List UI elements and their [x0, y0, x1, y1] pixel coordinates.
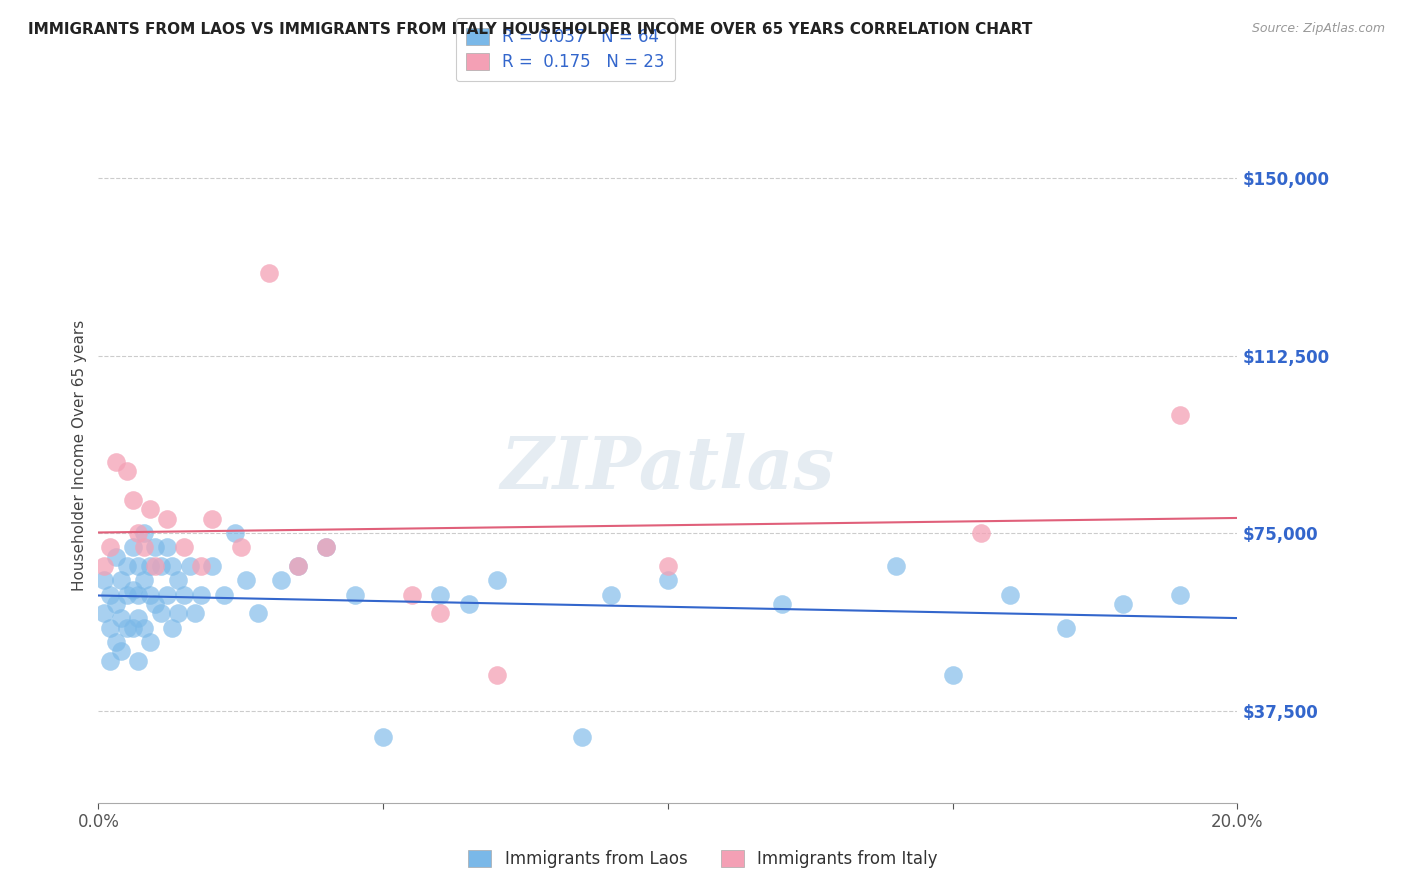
- Point: [998, 588, 1021, 602]
- Legend: R = 0.037   N = 64, R =  0.175   N = 23: R = 0.037 N = 64, R = 0.175 N = 23: [456, 18, 675, 81]
- Point: [571, 730, 593, 744]
- Text: IMMIGRANTS FROM LAOS VS IMMIGRANTS FROM ITALY HOUSEHOLDER INCOME OVER 65 YEARS C: IMMIGRANTS FROM LAOS VS IMMIGRANTS FROM …: [28, 22, 1032, 37]
- Point: [145, 597, 167, 611]
- Point: [104, 455, 127, 469]
- Point: [121, 621, 143, 635]
- Point: [127, 654, 149, 668]
- Point: [343, 588, 366, 602]
- Point: [315, 540, 337, 554]
- Point: [401, 588, 423, 602]
- Point: [884, 559, 907, 574]
- Point: [156, 588, 179, 602]
- Point: [173, 540, 195, 554]
- Point: [138, 559, 160, 574]
- Point: [201, 559, 224, 574]
- Point: [373, 730, 395, 744]
- Legend: Immigrants from Laos, Immigrants from Italy: Immigrants from Laos, Immigrants from It…: [461, 843, 945, 875]
- Point: [104, 549, 127, 564]
- Point: [104, 597, 127, 611]
- Point: [132, 540, 155, 554]
- Point: [150, 607, 173, 621]
- Point: [179, 559, 201, 574]
- Point: [486, 668, 509, 682]
- Point: [138, 635, 160, 649]
- Point: [132, 526, 155, 541]
- Point: [127, 559, 149, 574]
- Point: [1112, 597, 1135, 611]
- Point: [184, 607, 207, 621]
- Point: [457, 597, 479, 611]
- Point: [110, 644, 132, 658]
- Point: [98, 654, 121, 668]
- Point: [115, 588, 138, 602]
- Point: [315, 540, 337, 554]
- Point: [942, 668, 965, 682]
- Point: [259, 266, 281, 280]
- Point: [127, 526, 149, 541]
- Point: [287, 559, 309, 574]
- Point: [246, 607, 269, 621]
- Point: [1170, 408, 1192, 422]
- Text: Source: ZipAtlas.com: Source: ZipAtlas.com: [1251, 22, 1385, 36]
- Point: [600, 588, 623, 602]
- Point: [173, 588, 195, 602]
- Point: [657, 574, 679, 588]
- Point: [138, 502, 160, 516]
- Point: [98, 588, 121, 602]
- Point: [167, 574, 190, 588]
- Point: [156, 540, 179, 554]
- Point: [145, 559, 167, 574]
- Point: [127, 588, 149, 602]
- Point: [429, 588, 451, 602]
- Point: [486, 574, 509, 588]
- Point: [770, 597, 793, 611]
- Point: [132, 574, 155, 588]
- Point: [1170, 588, 1192, 602]
- Point: [115, 465, 138, 479]
- Point: [115, 621, 138, 635]
- Point: [110, 611, 132, 625]
- Point: [167, 607, 190, 621]
- Point: [162, 559, 184, 574]
- Point: [235, 574, 257, 588]
- Point: [104, 635, 127, 649]
- Point: [162, 621, 184, 635]
- Point: [150, 559, 173, 574]
- Point: [190, 559, 212, 574]
- Point: [229, 540, 252, 554]
- Point: [201, 512, 224, 526]
- Point: [287, 559, 309, 574]
- Y-axis label: Householder Income Over 65 years: Householder Income Over 65 years: [72, 319, 87, 591]
- Point: [121, 492, 143, 507]
- Point: [138, 588, 160, 602]
- Point: [270, 574, 292, 588]
- Point: [132, 621, 155, 635]
- Point: [121, 540, 143, 554]
- Point: [127, 611, 149, 625]
- Point: [145, 540, 167, 554]
- Point: [657, 559, 679, 574]
- Point: [98, 540, 121, 554]
- Point: [429, 607, 451, 621]
- Point: [98, 621, 121, 635]
- Point: [212, 588, 235, 602]
- Point: [93, 574, 115, 588]
- Point: [110, 574, 132, 588]
- Point: [1056, 621, 1078, 635]
- Point: [224, 526, 246, 541]
- Point: [121, 582, 143, 597]
- Point: [115, 559, 138, 574]
- Point: [156, 512, 179, 526]
- Point: [190, 588, 212, 602]
- Text: ZIPatlas: ZIPatlas: [501, 434, 835, 504]
- Point: [970, 526, 993, 541]
- Point: [93, 607, 115, 621]
- Point: [93, 559, 115, 574]
